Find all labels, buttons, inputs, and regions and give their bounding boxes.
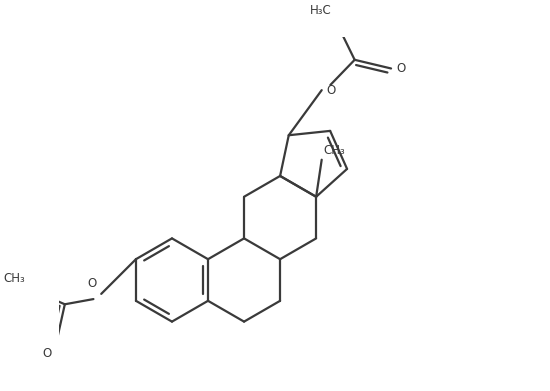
- Text: H₃C: H₃C: [310, 4, 332, 17]
- Text: CH₃: CH₃: [323, 144, 345, 157]
- Text: O: O: [42, 347, 52, 360]
- Text: CH₃: CH₃: [3, 272, 25, 285]
- Text: O: O: [396, 62, 405, 75]
- Text: O: O: [326, 84, 336, 97]
- Text: O: O: [87, 276, 97, 290]
